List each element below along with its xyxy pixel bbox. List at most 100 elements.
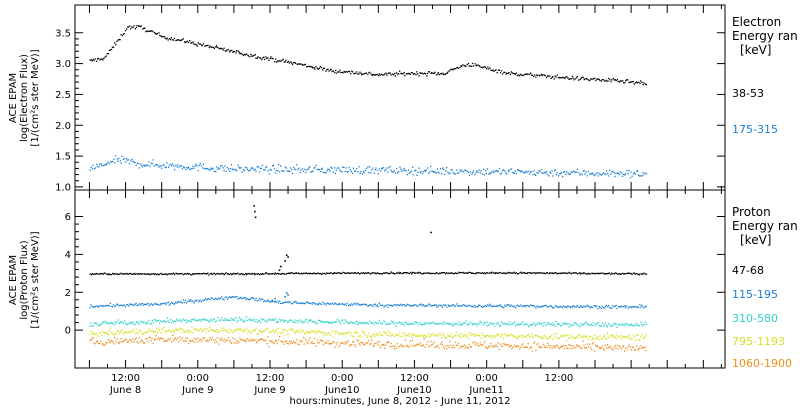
data-point bbox=[562, 171, 565, 173]
data-point bbox=[313, 272, 315, 274]
data-point bbox=[505, 73, 507, 75]
data-point bbox=[643, 337, 645, 340]
data-point bbox=[418, 167, 420, 169]
data-point bbox=[408, 272, 411, 275]
data-point bbox=[431, 322, 433, 324]
data-point bbox=[590, 306, 592, 308]
data-point bbox=[187, 41, 190, 44]
data-point bbox=[399, 304, 401, 306]
data-point bbox=[600, 347, 602, 349]
data-point bbox=[250, 273, 252, 275]
data-point bbox=[242, 339, 244, 341]
data-point bbox=[216, 331, 219, 333]
data-point bbox=[472, 323, 474, 326]
data-point bbox=[182, 274, 185, 276]
data-point bbox=[210, 297, 212, 299]
data-point bbox=[597, 308, 599, 310]
data-point bbox=[401, 345, 403, 347]
data-point bbox=[415, 344, 417, 346]
data-point bbox=[594, 77, 596, 79]
data-point bbox=[372, 322, 374, 324]
data-point bbox=[562, 323, 565, 325]
data-point bbox=[404, 321, 406, 324]
data-point bbox=[134, 323, 136, 325]
data-point bbox=[226, 339, 228, 342]
data-point bbox=[370, 73, 372, 75]
data-point bbox=[430, 340, 432, 343]
data-point bbox=[233, 319, 236, 322]
data-point bbox=[500, 304, 502, 306]
data-point bbox=[179, 327, 181, 329]
data-point bbox=[605, 79, 607, 81]
data-point bbox=[520, 271, 522, 273]
data-point bbox=[341, 319, 343, 322]
data-point bbox=[320, 321, 322, 323]
data-point bbox=[245, 166, 247, 168]
data-point bbox=[111, 305, 113, 307]
data-point bbox=[351, 344, 353, 346]
data-point bbox=[610, 307, 612, 309]
data-point bbox=[500, 336, 502, 338]
data-point bbox=[319, 66, 321, 68]
data-point bbox=[322, 171, 325, 173]
data-point bbox=[522, 272, 524, 274]
data-point bbox=[160, 332, 162, 334]
data-point bbox=[339, 69, 341, 71]
data-point bbox=[399, 272, 401, 275]
data-point bbox=[594, 325, 596, 327]
data-point bbox=[248, 340, 250, 342]
data-point bbox=[402, 272, 404, 274]
proton-legend-title-1: Proton bbox=[732, 205, 771, 219]
data-point bbox=[291, 303, 294, 305]
data-point bbox=[334, 332, 337, 334]
data-point bbox=[617, 324, 620, 327]
data-point bbox=[199, 162, 201, 165]
data-point bbox=[215, 170, 217, 173]
data-point bbox=[276, 61, 278, 63]
data-point bbox=[515, 307, 517, 309]
data-point bbox=[531, 74, 534, 76]
data-point bbox=[117, 304, 119, 306]
data-point bbox=[536, 172, 538, 174]
data-point bbox=[359, 334, 361, 336]
data-point bbox=[269, 331, 271, 333]
data-point bbox=[372, 272, 374, 274]
data-point bbox=[161, 328, 163, 330]
data-point bbox=[341, 333, 343, 335]
legend-entry-795-1193: 795-1193 bbox=[732, 335, 785, 348]
data-point bbox=[554, 346, 556, 348]
data-point bbox=[530, 272, 533, 274]
data-point bbox=[133, 323, 135, 326]
data-point bbox=[370, 172, 372, 174]
data-point bbox=[419, 342, 421, 344]
data-point bbox=[573, 171, 576, 173]
data-point bbox=[92, 325, 94, 327]
data-point bbox=[453, 173, 455, 175]
data-point bbox=[531, 324, 534, 326]
data-point bbox=[510, 345, 512, 347]
data-point bbox=[461, 169, 463, 171]
data-point bbox=[308, 65, 310, 68]
data-point bbox=[225, 339, 227, 341]
data-point bbox=[251, 339, 253, 341]
data-point bbox=[459, 169, 461, 171]
data-point bbox=[479, 65, 481, 68]
data-point bbox=[145, 332, 147, 334]
data-point bbox=[443, 346, 445, 348]
data-point bbox=[525, 346, 527, 348]
data-point bbox=[276, 272, 279, 275]
data-point bbox=[235, 169, 237, 171]
data-point bbox=[332, 303, 335, 306]
data-point bbox=[610, 326, 612, 328]
data-point bbox=[377, 75, 380, 77]
data-point bbox=[616, 326, 618, 328]
data-point bbox=[465, 65, 467, 68]
data-point bbox=[212, 298, 215, 301]
data-point bbox=[472, 323, 475, 326]
data-point bbox=[228, 328, 231, 330]
data-point bbox=[364, 343, 366, 345]
data-point bbox=[143, 27, 145, 29]
data-point bbox=[357, 171, 359, 173]
data-point bbox=[165, 303, 167, 305]
data-point bbox=[591, 172, 594, 174]
